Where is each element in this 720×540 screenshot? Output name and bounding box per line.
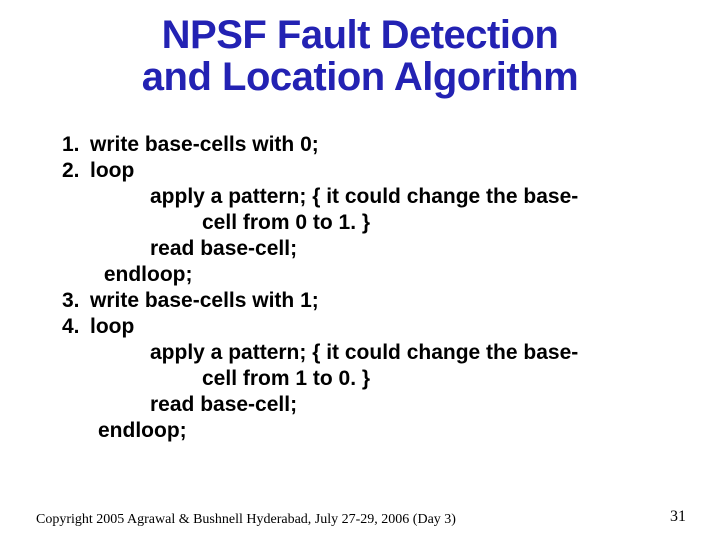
list-item: read base-cell; bbox=[62, 236, 672, 262]
list-item: endloop; bbox=[62, 418, 672, 444]
list-number: 1. bbox=[62, 132, 90, 158]
list-item: 3.write base-cells with 1; bbox=[62, 288, 672, 314]
footer-copyright: Copyright 2005 Agrawal & Bushnell Hydera… bbox=[36, 512, 456, 528]
list-item: endloop; bbox=[62, 262, 672, 288]
list-text: loop bbox=[90, 315, 134, 338]
list-text: apply a pattern; { it could change the b… bbox=[150, 185, 578, 208]
slide-title: NPSF Fault Detection and Location Algori… bbox=[0, 14, 720, 98]
list-item: cell from 1 to 0. } bbox=[62, 366, 672, 392]
title-line-2: and Location Algorithm bbox=[0, 56, 720, 98]
list-text: read base-cell; bbox=[150, 237, 297, 260]
list-item: read base-cell; bbox=[62, 392, 672, 418]
list-text: cell from 1 to 0. } bbox=[202, 367, 370, 390]
list-item: 2.loop bbox=[62, 158, 672, 184]
list-text: write base-cells with 1; bbox=[90, 289, 319, 312]
list-item: 1.write base-cells with 0; bbox=[62, 132, 672, 158]
list-text: write base-cells with 0; bbox=[90, 133, 319, 156]
list-text: apply a pattern; { it could change the b… bbox=[150, 341, 578, 364]
list-number: 3. bbox=[62, 288, 90, 314]
list-text: read base-cell; bbox=[150, 393, 297, 416]
list-number: 2. bbox=[62, 158, 90, 184]
list-item: 4.loop bbox=[62, 314, 672, 340]
page-number: 31 bbox=[670, 508, 686, 526]
list-item: apply a pattern; { it could change the b… bbox=[62, 340, 672, 366]
list-item: cell from 0 to 1. } bbox=[62, 210, 672, 236]
list-item: apply a pattern; { it could change the b… bbox=[62, 184, 672, 210]
list-text: loop bbox=[90, 159, 134, 182]
list-number: 4. bbox=[62, 314, 90, 340]
list-text: endloop; bbox=[98, 263, 193, 286]
list-text: endloop; bbox=[98, 419, 187, 442]
list-text: cell from 0 to 1. } bbox=[202, 211, 370, 234]
slide: NPSF Fault Detection and Location Algori… bbox=[0, 0, 720, 540]
title-line-1: NPSF Fault Detection bbox=[0, 14, 720, 56]
slide-body: 1.write base-cells with 0; 2.loop apply … bbox=[62, 132, 672, 444]
